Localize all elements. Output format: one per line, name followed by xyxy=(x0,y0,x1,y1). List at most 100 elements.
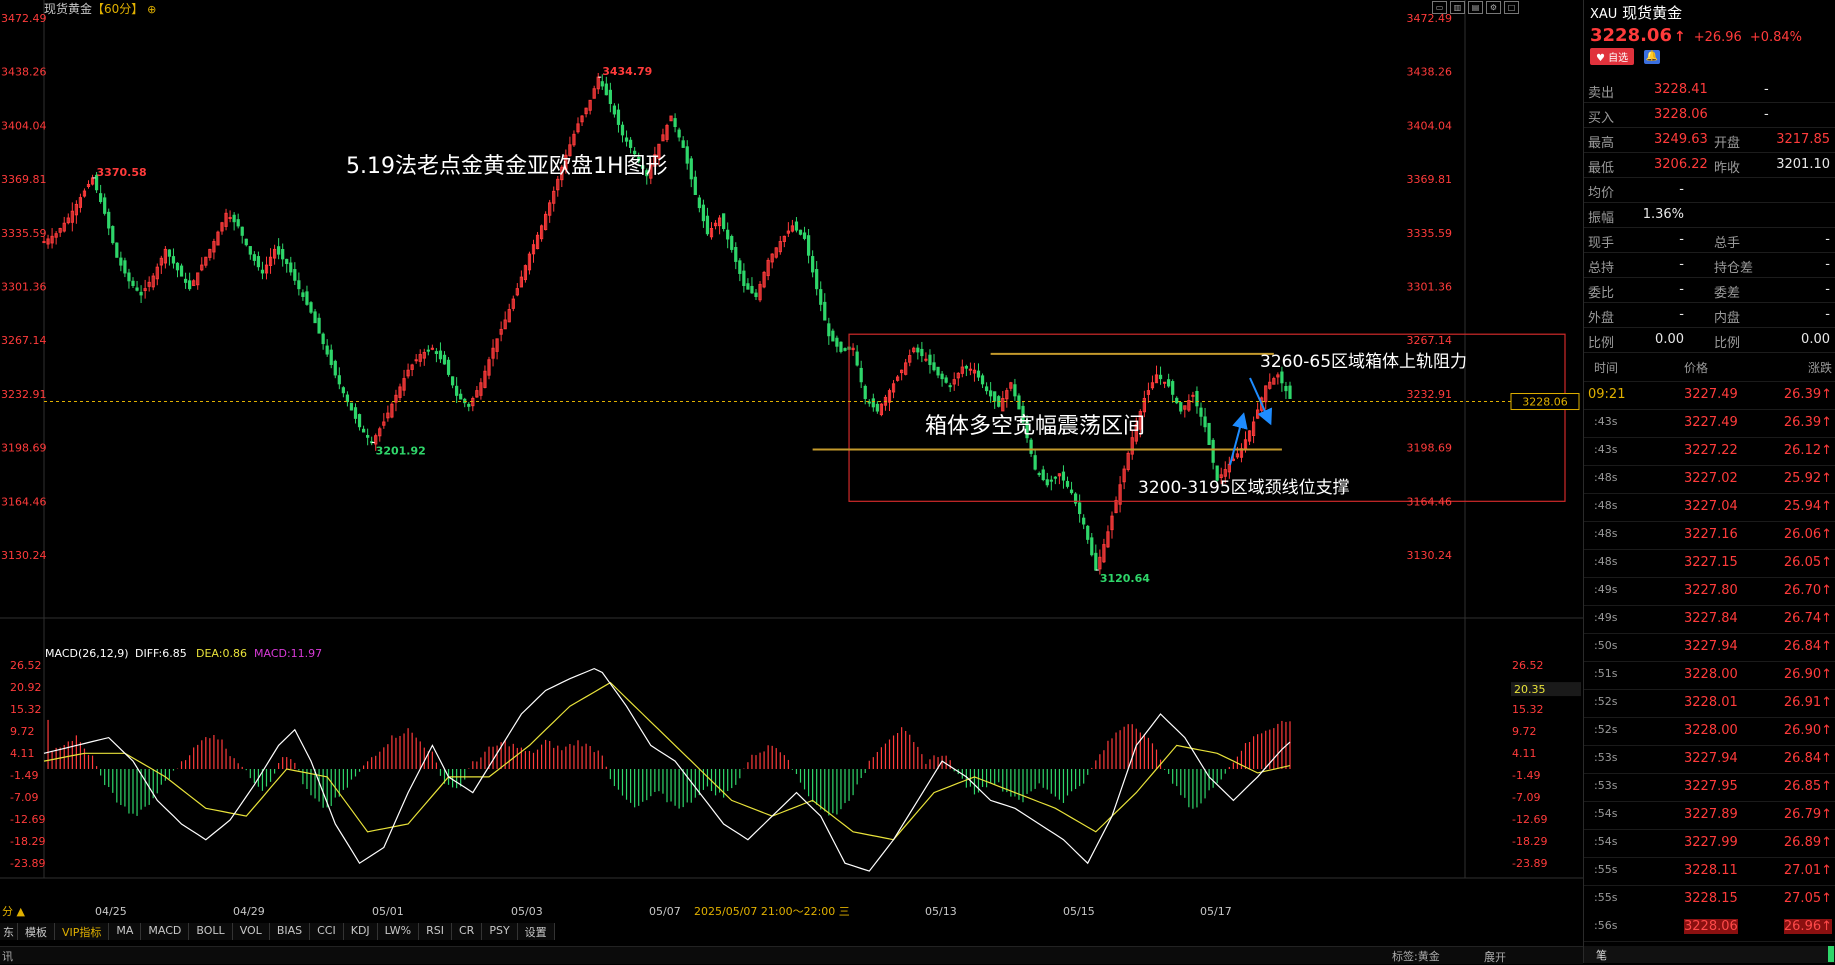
chart-title: 现货黄金【60分】 ⊕ xyxy=(44,0,156,17)
y-tick-right: 3438.26 xyxy=(1407,66,1453,79)
quote-label: 振幅 xyxy=(1588,211,1615,226)
candle-body xyxy=(661,134,665,142)
candle-body xyxy=(394,394,398,403)
candle-body xyxy=(281,249,285,260)
candle-body xyxy=(240,226,244,236)
tick-row: :50s 3227.94 26.84↑ xyxy=(1584,633,1835,662)
candle-body xyxy=(135,287,139,291)
candle-body xyxy=(730,236,734,250)
tab-13[interactable]: 设置 xyxy=(517,923,555,940)
chart-type-icon[interactable]: ▥ xyxy=(1450,1,1465,14)
candle-body xyxy=(1049,479,1053,482)
tab-3[interactable]: MACD xyxy=(141,923,190,940)
tick-change: 26.06↑ xyxy=(1783,527,1832,542)
crosshair-time-label: 2025/05/07 21:00～22:00 三 xyxy=(694,905,850,918)
candle-body xyxy=(726,229,730,240)
tab-12[interactable]: PSY xyxy=(482,923,518,940)
candle-body xyxy=(628,139,633,148)
tab-8[interactable]: KDJ xyxy=(343,923,378,940)
y-tick-right: 3301.36 xyxy=(1407,281,1453,294)
tab-0[interactable]: 模板 xyxy=(18,923,55,940)
candle-body xyxy=(232,214,236,223)
macd-y-tick-right: 15.32 xyxy=(1512,703,1544,716)
tab-1[interactable]: VIP指标 xyxy=(55,923,110,940)
y-tick-right: 3472.49 xyxy=(1407,12,1453,25)
layout-icon[interactable]: ▭ xyxy=(1432,1,1447,14)
quote-value: - xyxy=(1679,257,1684,272)
candle-body xyxy=(806,235,811,256)
tick-change: 27.05↑ xyxy=(1783,891,1832,906)
candle-body xyxy=(717,217,722,227)
quote-row: 买入 3228.06 - xyxy=(1584,102,1835,128)
candle-body xyxy=(1106,531,1110,548)
price-marker-label: 3434.79 xyxy=(602,65,652,78)
tick-price: 3227.22 xyxy=(1684,443,1738,458)
candle-body xyxy=(325,345,329,355)
quote-price: 3228.06 ↑ +26.96 +0.84% xyxy=(1590,25,1835,46)
tab-5[interactable]: VOL xyxy=(232,923,270,940)
quote-label: 买入 xyxy=(1588,111,1615,126)
candle-body xyxy=(1017,395,1021,410)
scrollbar-indicator[interactable] xyxy=(1828,946,1834,962)
candle-body xyxy=(1284,386,1288,392)
candle-body xyxy=(511,298,515,309)
add-favorite-button[interactable]: ♥ 自选 xyxy=(1590,48,1635,65)
candle-body xyxy=(507,309,511,323)
tab-10[interactable]: RSI xyxy=(419,923,452,940)
candle-body xyxy=(964,365,968,369)
tab-11[interactable]: CR xyxy=(452,923,483,940)
maximize-icon[interactable]: □ xyxy=(1504,1,1519,14)
candle-body xyxy=(1203,416,1207,428)
candle-body xyxy=(361,428,366,433)
candle-body xyxy=(527,253,532,271)
candle-body xyxy=(321,333,325,345)
tab-4[interactable]: BOLL xyxy=(189,923,233,940)
quote-value-2: - xyxy=(1764,82,1769,97)
tag-label[interactable]: 标签:黄金 xyxy=(1392,950,1440,963)
chart-canvas[interactable]: MACD(26,12,9) DIFF:6.85 DEA:0.86 MACD:11.97… xyxy=(0,0,1583,963)
tick-time: :43s xyxy=(1594,415,1618,428)
candle-body xyxy=(495,338,499,352)
candle-body xyxy=(928,354,932,365)
tick-row: :54s 3227.89 26.79↑ xyxy=(1584,801,1835,830)
candle-body xyxy=(859,367,863,383)
tick-time: :48s xyxy=(1594,499,1618,512)
candle-body xyxy=(701,204,706,222)
tick-row: :52s 3228.00 26.90↑ xyxy=(1584,717,1835,746)
tab-7[interactable]: CCI xyxy=(310,923,344,940)
tick-time: :50s xyxy=(1594,639,1618,652)
candle-body xyxy=(244,238,248,246)
tab-corner[interactable]: 东 xyxy=(0,923,18,940)
tab-9[interactable]: LW% xyxy=(377,923,420,940)
y-tick-right: 3130.24 xyxy=(1407,549,1453,562)
candle-body xyxy=(414,359,418,362)
tab-6[interactable]: BIAS xyxy=(269,923,311,940)
candle-body xyxy=(1045,479,1049,486)
candle-body xyxy=(208,248,212,258)
candle-body xyxy=(155,266,159,280)
tick-time: :49s xyxy=(1594,583,1618,596)
candle-body xyxy=(305,291,309,305)
candle-body xyxy=(171,256,176,264)
settings-icon[interactable]: ⚙ xyxy=(1486,1,1501,14)
tab-2[interactable]: MA xyxy=(109,923,142,940)
bell-icon[interactable]: 🔔 xyxy=(1644,49,1661,64)
candle-body xyxy=(556,178,560,191)
period-switch[interactable]: 分 ▲ xyxy=(2,905,25,918)
plus-circle-icon[interactable]: ⊕ xyxy=(147,3,157,16)
macd-y-tick-right: -1.49 xyxy=(1512,769,1540,782)
candle-body xyxy=(1162,381,1167,384)
candle-body xyxy=(709,227,714,238)
candle-body xyxy=(742,270,746,287)
period-label[interactable]: 【60分】 xyxy=(92,2,144,16)
indicator-icon[interactable]: ▤ xyxy=(1468,1,1483,14)
footer-button[interactable]: 笔 xyxy=(1596,949,1607,962)
candle-body xyxy=(1065,480,1070,487)
quote-label: 最高 xyxy=(1588,136,1615,151)
candle-body xyxy=(839,341,843,352)
tick-change: 26.74↑ xyxy=(1783,611,1832,626)
candle-body xyxy=(523,265,528,281)
candle-body xyxy=(382,421,386,426)
candle-body xyxy=(766,259,770,277)
